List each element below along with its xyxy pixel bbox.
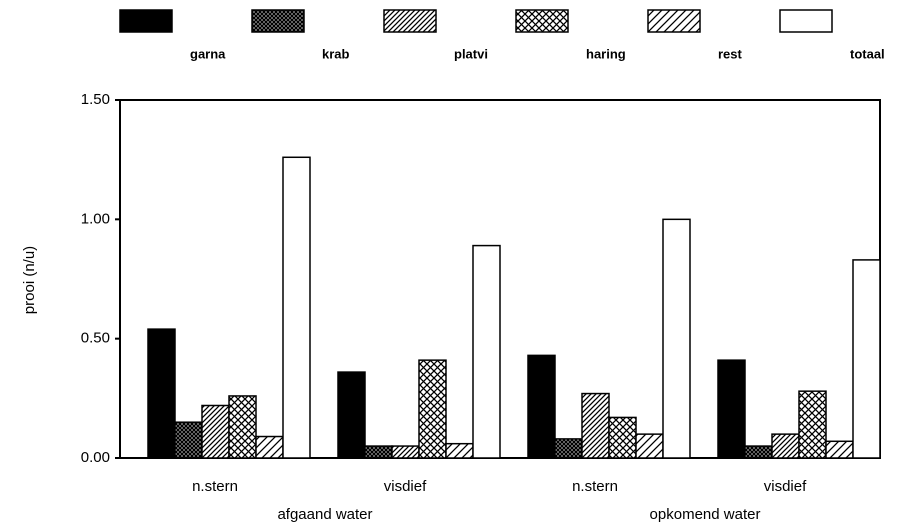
- legend-label: krab: [322, 46, 350, 61]
- bar: [282, 156, 311, 459]
- group-label: opkomend water: [650, 506, 761, 523]
- bar: [147, 328, 176, 459]
- bar: [581, 392, 610, 459]
- bar: [364, 445, 393, 459]
- y-tick-label: 1.50: [81, 91, 110, 108]
- y-tick-label: 0.50: [81, 330, 110, 347]
- bar: [798, 390, 827, 459]
- x-tick-label: n.stern: [572, 478, 618, 495]
- bar: [635, 433, 664, 459]
- bar: [662, 218, 691, 459]
- legend-label: totaal: [850, 46, 885, 61]
- legend-label: haring: [586, 46, 626, 61]
- bar: [825, 440, 854, 459]
- bar: [717, 359, 746, 459]
- bar: [445, 442, 474, 459]
- x-tick-label: visdief: [764, 478, 807, 495]
- bar: [228, 395, 257, 459]
- bar: [255, 435, 284, 459]
- bar: [391, 445, 420, 459]
- bar: [201, 404, 230, 459]
- bar: [527, 354, 556, 459]
- y-tick-label: 1.00: [81, 210, 110, 227]
- bar: [554, 438, 583, 459]
- legend-swatch: [515, 9, 569, 33]
- y-tick-label: 0.00: [81, 449, 110, 466]
- x-tick-label: visdief: [384, 478, 427, 495]
- legend-swatch: [251, 9, 305, 33]
- bar: [174, 421, 203, 459]
- group-label: afgaand water: [277, 506, 372, 523]
- x-tick-label: n.stern: [192, 478, 238, 495]
- bar: [852, 259, 881, 459]
- y-axis-label: prooi (n/u): [21, 246, 38, 314]
- legend-swatch: [119, 9, 173, 33]
- bar: [744, 445, 773, 459]
- legend-label: garna: [190, 46, 226, 61]
- legend-swatch: [779, 9, 833, 33]
- legend-label: platvi: [454, 46, 488, 61]
- legend-swatch: [647, 9, 701, 33]
- bar: [418, 359, 447, 459]
- bar: [337, 371, 366, 459]
- bar: [472, 244, 501, 459]
- legend-label: rest: [718, 46, 743, 61]
- bar: [771, 433, 800, 459]
- bar: [608, 416, 637, 459]
- legend-swatch: [383, 9, 437, 33]
